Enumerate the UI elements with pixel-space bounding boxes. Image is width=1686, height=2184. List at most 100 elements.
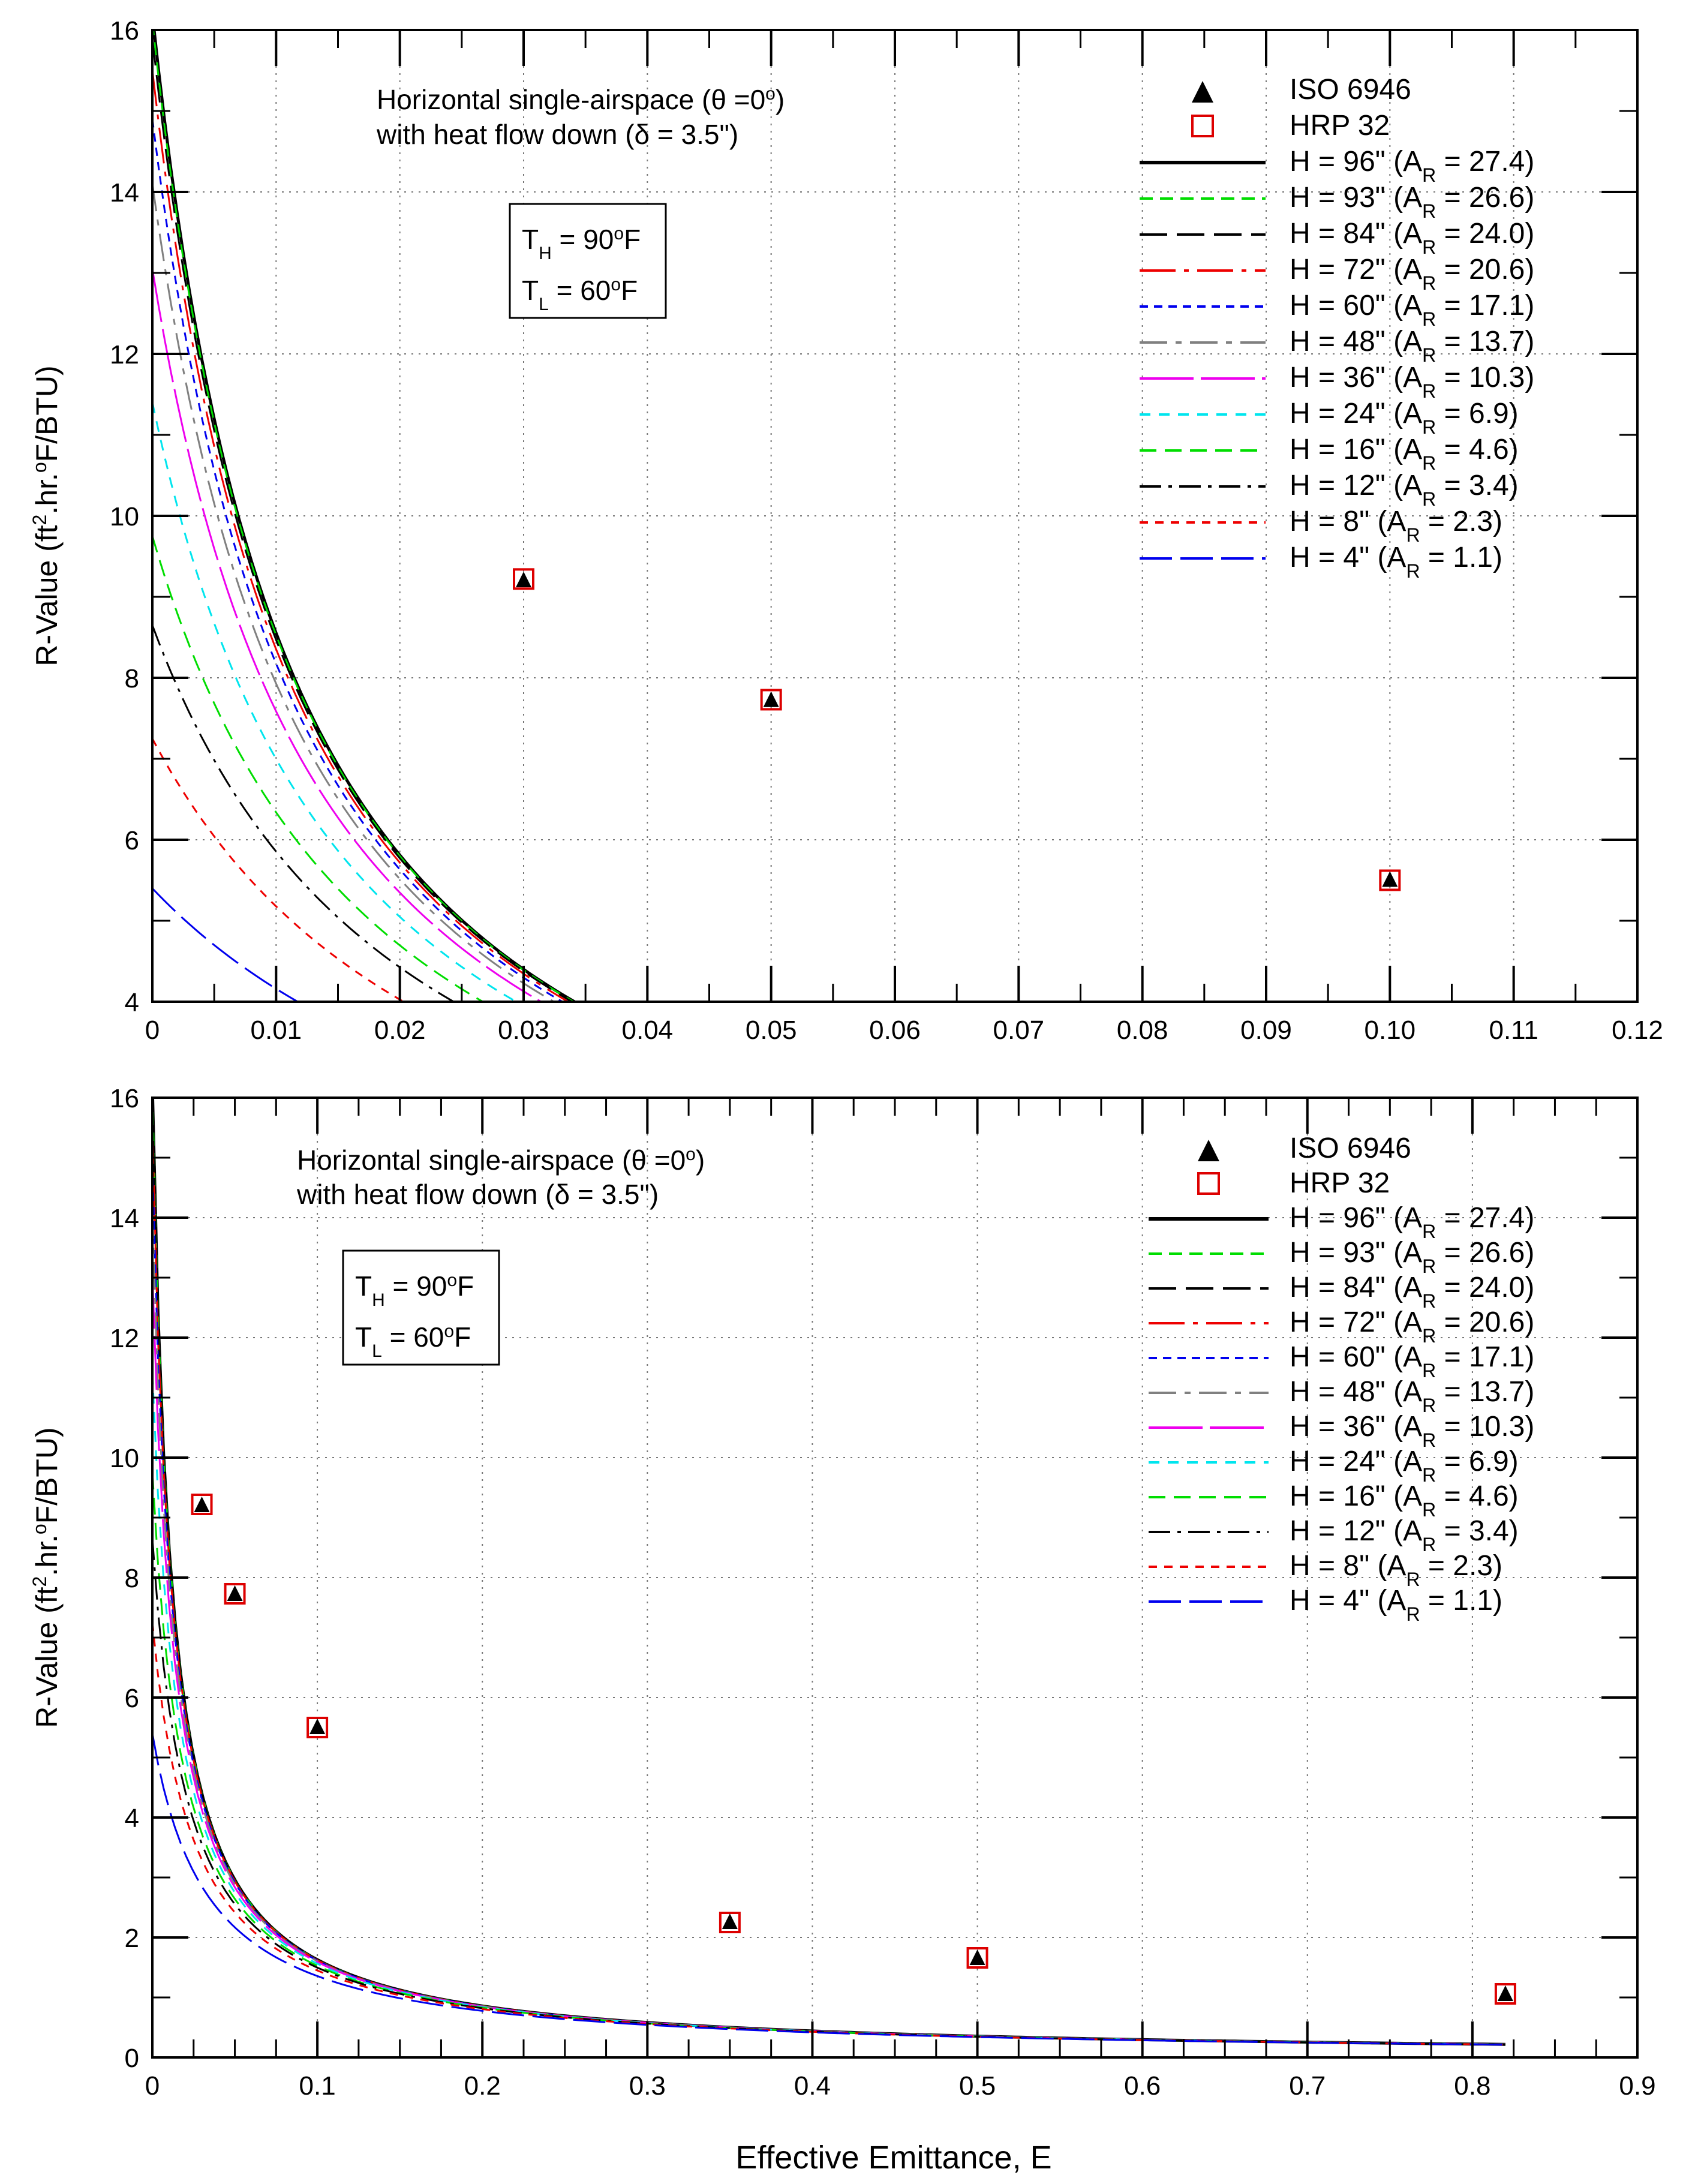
bottom-hrp32-point: [191, 1494, 213, 1515]
top-annotation-line1: Horizontal single-airspace (θ =0o): [377, 84, 785, 116]
top-hrp32-point: [513, 568, 534, 590]
bottom-y-tick-label: 14: [110, 1204, 139, 1233]
top-series-line-h72: [152, 70, 570, 1002]
top-x-tick-label: 0.05: [746, 1016, 797, 1045]
bottom-y-tick-label: 2: [125, 1924, 139, 1953]
top-series-line-h36: [152, 268, 543, 1002]
top-legend-label-h60: H = 60" (AR = 17.1): [1290, 290, 1534, 330]
top-legend-label-h84: H = 84" (AR = 24.0): [1290, 218, 1534, 258]
bottom-legend-iso-marker: [1198, 1140, 1219, 1161]
top-legend-label-h24: H = 24" (AR = 6.9): [1290, 398, 1519, 438]
top-x-tick-label: 0.02: [374, 1016, 426, 1045]
bottom-y-tick-label: 16: [110, 1084, 139, 1113]
bottom-legend-hrp-marker: [1197, 1172, 1220, 1195]
bottom-y-tick-label: 12: [110, 1324, 139, 1353]
bottom-hrp32-point: [306, 1717, 329, 1738]
top-legend: ISO 6946 HRP 32 H = 96" (AR = 27.4)H = 93"…: [1140, 74, 1534, 582]
top-legend-iso-label: ISO 6946: [1290, 74, 1411, 106]
bottom-x-tick-label: 0.6: [1124, 2071, 1161, 2101]
bottom-hrp32-point: [966, 1947, 988, 1969]
bottom-iso6946-point: [194, 1497, 210, 1512]
top-x-tick-label: 0.10: [1365, 1016, 1416, 1045]
bottom-legend-label-h60: H = 60" (AR = 17.1): [1290, 1341, 1534, 1381]
top-hrp32-point: [1379, 869, 1401, 891]
bottom-y-axis-label: R-Value (ft2.hr.oF/BTU): [29, 1427, 64, 1728]
bottom-iso6946-point: [722, 1913, 738, 1929]
bottom-legend-label-h24: H = 24" (AR = 6.9): [1290, 1446, 1519, 1486]
top-hrp32-point: [760, 689, 782, 711]
top-annotation-line2: with heat flow down (δ = 3.5"): [376, 119, 738, 150]
bottom-annotation-line2: with heat flow down (δ = 3.5"): [296, 1179, 659, 1210]
top-series-line-h84: [152, 38, 574, 1002]
top-legend-label-h96: H = 96" (AR = 27.4): [1290, 146, 1534, 186]
bottom-x-tick-label: 0.7: [1289, 2071, 1326, 2101]
top-legend-label-h48: H = 48" (AR = 13.7): [1290, 326, 1534, 366]
top-y-tick-label: 6: [125, 826, 139, 855]
top-y-tick-label: 14: [110, 178, 139, 208]
top-series-line-h24: [152, 402, 518, 1002]
top-legend-label-h16: H = 16" (AR = 4.6): [1290, 434, 1519, 474]
bottom-hrp32-point: [1494, 1983, 1516, 2005]
bottom-y-tick-label: 0: [125, 2044, 139, 2073]
bottom-ticks: 0 0.1 0.2 0.3 0.4 0.5 0.6 0.7 0.8 0.9 0 2 4 6 8 10 12 14 1…: [110, 1084, 1656, 2101]
bottom-x-tick-label: 0.4: [794, 2071, 831, 2101]
top-legend-hrp-marker: [1191, 115, 1214, 137]
top-x-tick-label: 0.07: [993, 1016, 1045, 1045]
top-y-tick-label: 16: [110, 16, 139, 46]
top-grid: [152, 30, 1637, 1002]
bottom-iso6946-point: [969, 1949, 985, 1965]
x-axis-label: Effective Emittance, E: [735, 2140, 1051, 2176]
bottom-iso6946-point: [309, 1719, 326, 1734]
top-iso6946-point: [763, 691, 779, 707]
bottom-x-tick-label: 0.1: [299, 2071, 336, 2101]
bottom-x-tick-label: 0.9: [1619, 2071, 1655, 2101]
top-y-tick-label: 8: [125, 664, 139, 693]
top-legend-label-h4: H = 4" (AR = 1.1): [1290, 542, 1502, 582]
top-x-tick-label: 0.11: [1489, 1016, 1538, 1045]
top-iso6946-point: [516, 572, 531, 587]
bottom-annotation-line1: Horizontal single-airspace (θ =0o): [297, 1144, 705, 1176]
bottom-data-points: [191, 1494, 1516, 2005]
bottom-y-tick-label: 4: [125, 1804, 139, 1833]
bottom-hrp32-point: [224, 1583, 246, 1605]
top-panel: 0 0.01 0.02 0.03 0.04 0.05 0.06 0.07 0.08 0.09 0.1…: [29, 16, 1663, 1045]
top-x-tick-label: 0.12: [1612, 1016, 1663, 1045]
top-data-points: [513, 568, 1401, 891]
bottom-legend-label-h16: H = 16" (AR = 4.6): [1290, 1480, 1519, 1521]
top-x-tick-label: 0.08: [1117, 1016, 1168, 1045]
bottom-y-tick-label: 8: [125, 1564, 139, 1593]
bottom-iso6946-point: [227, 1585, 243, 1601]
top-x-tick-label: 0.04: [622, 1016, 674, 1045]
bottom-legend-label-h12: H = 12" (AR = 3.4): [1290, 1515, 1519, 1555]
bottom-curves: [152, 1098, 1505, 2046]
top-series-line-h16: [152, 536, 485, 1002]
top-x-tick-label: 0.09: [1240, 1016, 1292, 1045]
bottom-legend-label-h8: H = 8" (AR = 2.3): [1290, 1550, 1502, 1590]
top-legend-label-h93: H = 93" (AR = 26.6): [1290, 182, 1534, 222]
bottom-x-tick-label: 0: [145, 2071, 160, 2101]
top-legend-hrp-label: HRP 32: [1290, 110, 1390, 142]
top-x-tick-label: 0: [145, 1016, 160, 1045]
bottom-legend-label-h72: H = 72" (AR = 20.6): [1290, 1306, 1534, 1347]
bottom-x-tick-label: 0.5: [959, 2071, 996, 2101]
top-iso6946-point: [1382, 871, 1398, 887]
bottom-legend-label-h36: H = 36" (AR = 10.3): [1290, 1411, 1534, 1451]
bottom-legend-label-h96: H = 96" (AR = 27.4): [1290, 1202, 1534, 1242]
bottom-hrp32-point: [719, 1912, 741, 1933]
top-series-line-h93: [152, 30, 576, 1002]
bottom-legend-label-h48: H = 48" (AR = 13.7): [1290, 1376, 1534, 1416]
bottom-legend-label-h93: H = 93" (AR = 26.6): [1290, 1237, 1534, 1277]
bottom-x-tick-label: 0.8: [1454, 2071, 1490, 2101]
bottom-x-tick-label: 0.3: [629, 2071, 666, 2101]
bottom-legend-label-h4: H = 4" (AR = 1.1): [1290, 1585, 1502, 1625]
bottom-x-tick-label: 0.2: [464, 2071, 501, 2101]
top-legend-label-h72: H = 72" (AR = 20.6): [1290, 254, 1534, 294]
bottom-legend-label-h84: H = 84" (AR = 24.0): [1290, 1272, 1534, 1312]
bottom-y-tick-label: 6: [125, 1684, 139, 1713]
top-y-tick-label: 10: [110, 502, 139, 531]
top-legend-iso-marker: [1192, 81, 1213, 103]
top-x-tick-label: 0.06: [869, 1016, 921, 1045]
